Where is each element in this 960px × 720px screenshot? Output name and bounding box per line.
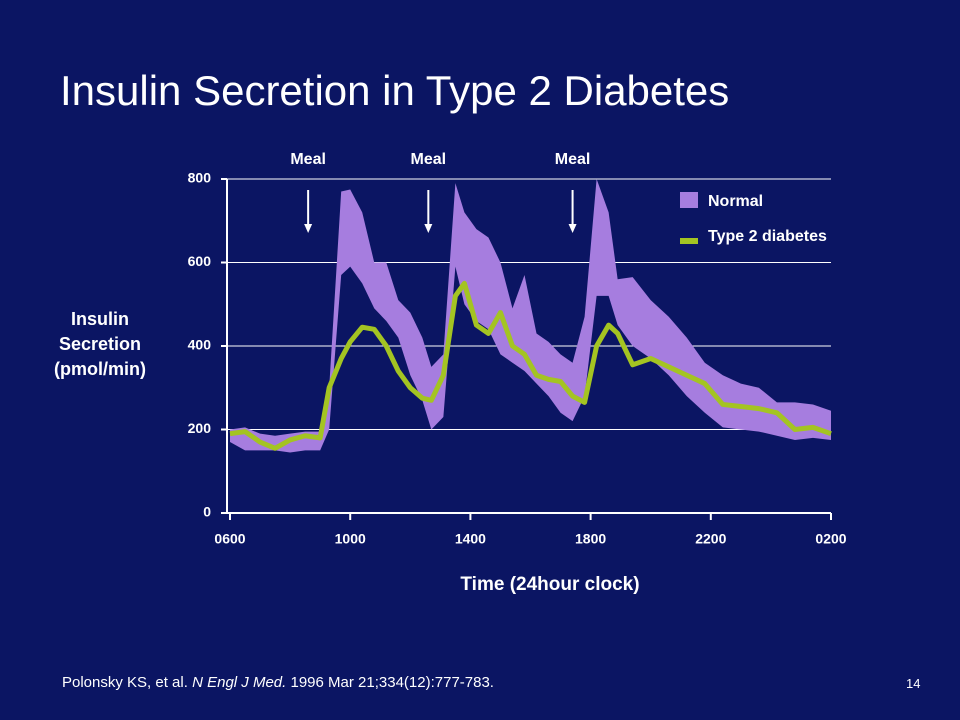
legend-label: Normal — [708, 193, 763, 210]
citation-authors: Polonsky KS, et al. — [62, 674, 188, 691]
y-tick-label: 400 — [188, 337, 212, 353]
y-tick-label: 800 — [188, 170, 212, 186]
normal-band — [230, 179, 831, 453]
page-number: 14 — [906, 676, 921, 691]
citation-journal: N Engl J Med. — [192, 674, 287, 691]
annotation-label: Meal — [555, 151, 591, 168]
y-axis-label: (pmol/min) — [54, 359, 146, 379]
annotation-label: Meal — [290, 151, 326, 168]
y-tick-label: 600 — [188, 253, 212, 269]
y-tick-label: 0 — [203, 504, 211, 520]
y-axis-label: Secretion — [59, 334, 141, 354]
arrow-head — [424, 224, 433, 233]
x-axis-label: Time (24hour clock) — [460, 574, 639, 595]
citation-details: 1996 Mar 21;334(12):777-783. — [290, 674, 494, 691]
diabetes-line — [229, 280, 832, 451]
x-tick-label: 0200 — [815, 531, 846, 547]
arrow-head — [568, 224, 577, 233]
annotation-label: Meal — [411, 151, 447, 168]
x-tick-label: 2200 — [695, 531, 726, 547]
legend-swatch — [680, 192, 698, 208]
citation: Polonsky KS, et al. N Engl J Med. 1996 Mar… — [62, 674, 494, 691]
y-tick-label: 200 — [188, 420, 212, 436]
x-tick-label: 1400 — [455, 531, 486, 547]
y-axis-label: Insulin — [71, 309, 129, 329]
legend-label: Type 2 diabetes — [708, 228, 827, 245]
x-tick-label: 1000 — [335, 531, 366, 547]
arrow-head — [304, 224, 313, 233]
x-tick-label: 1800 — [575, 531, 606, 547]
slide-title: Insulin Secretion in Type 2 Diabetes — [60, 67, 729, 114]
x-tick-label: 0600 — [214, 531, 245, 547]
legend-swatch — [680, 238, 698, 244]
